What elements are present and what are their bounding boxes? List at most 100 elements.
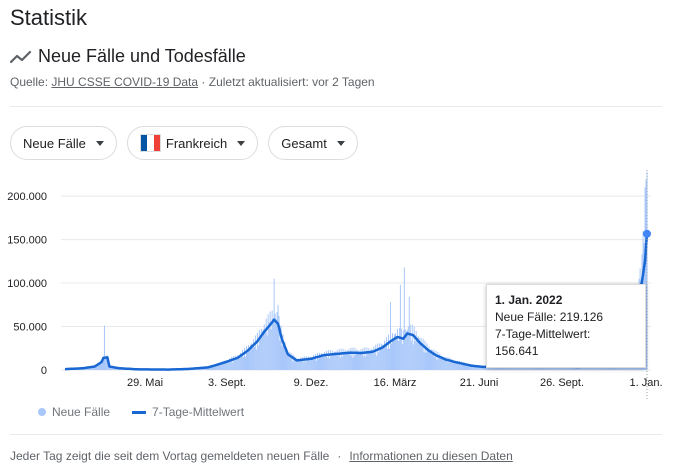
case-bar [304, 356, 306, 370]
case-bar [452, 359, 454, 370]
case-bar [306, 356, 308, 370]
case-bar [217, 364, 219, 370]
update-status: · Zuletzt aktualisiert: vor 2 Tagen [198, 75, 375, 89]
case-bar [307, 360, 309, 370]
case-bar [455, 360, 457, 370]
case-bar [265, 318, 267, 370]
case-bar [388, 334, 390, 370]
case-bar [461, 361, 463, 370]
case-bar [392, 338, 394, 370]
case-bar [96, 364, 98, 370]
case-bar [364, 347, 366, 370]
case-bar [257, 345, 259, 370]
case-bar [218, 362, 220, 370]
case-bar [238, 355, 240, 370]
case-bar [99, 364, 101, 370]
metric-dropdown[interactable]: Neue Fälle [10, 126, 117, 160]
case-bar [333, 351, 335, 370]
case-bar [267, 314, 269, 370]
case-bar [463, 362, 465, 370]
x-tick-label: 9. Dez. [294, 377, 329, 389]
case-bar [399, 284, 401, 370]
y-tick-label: 50.000 [13, 322, 47, 334]
case-bar [282, 334, 284, 370]
case-bar [113, 367, 115, 370]
case-bar [324, 355, 326, 370]
footer-divider [10, 434, 662, 435]
case-bar [412, 344, 414, 370]
case-bar [293, 354, 295, 370]
case-bar [260, 328, 262, 370]
case-bar [221, 364, 223, 370]
case-bar [593, 366, 595, 370]
case-bar [470, 366, 472, 370]
case-bar [478, 365, 480, 370]
case-bar [370, 349, 372, 370]
case-bar [276, 312, 278, 370]
case-bar [485, 367, 487, 370]
case-bar [410, 340, 412, 370]
y-tick-label: 200.000 [7, 191, 47, 203]
case-bar [444, 356, 446, 370]
case-bar [573, 366, 575, 370]
case-bar [361, 354, 363, 370]
case-bar [459, 361, 461, 370]
case-bar [362, 347, 364, 370]
case-bar [318, 358, 320, 370]
case-bar [384, 340, 386, 370]
case-bar [319, 352, 321, 370]
case-bar [420, 337, 422, 370]
case-bar [239, 355, 241, 370]
case-bar [359, 352, 361, 370]
y-tick-label: 150.000 [7, 235, 47, 247]
range-dropdown[interactable]: Gesamt [268, 126, 358, 160]
case-bar [578, 367, 580, 370]
case-bar [448, 357, 450, 370]
case-bar [266, 335, 268, 370]
case-bar [338, 348, 340, 370]
case-bar [404, 329, 406, 370]
case-bar [247, 345, 249, 370]
case-bar [481, 367, 483, 370]
legend-average-swatch [132, 410, 147, 414]
case-bar [94, 366, 96, 370]
case-bar [230, 361, 232, 370]
case-bar [330, 356, 332, 370]
case-bar [290, 358, 292, 370]
case-bar [474, 366, 476, 370]
case-bar [325, 350, 327, 370]
case-bar [443, 357, 445, 370]
country-dropdown[interactable]: Frankreich [126, 126, 259, 160]
case-bar [386, 337, 388, 370]
case-bar [350, 355, 352, 370]
case-bar [263, 324, 265, 370]
case-bar [476, 366, 478, 370]
case-bar [369, 350, 371, 370]
case-bar [250, 343, 252, 370]
case-bar [414, 341, 416, 370]
case-bar [224, 360, 226, 370]
case-bar [394, 333, 396, 370]
case-bar [434, 356, 436, 370]
country-dropdown-label: Frankreich [165, 135, 228, 151]
case-bar [86, 367, 88, 370]
case-bar [249, 344, 251, 370]
case-bar [372, 351, 374, 370]
case-bar [574, 366, 576, 370]
case-bar [316, 360, 318, 370]
source-link[interactable]: JHU CSSE COVID-19 Data [51, 75, 199, 89]
case-bar [311, 356, 313, 370]
data-info-link[interactable]: Informationen zu diesen Daten [349, 449, 513, 463]
case-bar [449, 362, 451, 370]
case-bar [313, 355, 315, 370]
case-bar [396, 328, 398, 370]
case-bar [248, 348, 250, 370]
case-bar [288, 355, 290, 370]
case-bar [426, 343, 428, 370]
case-bar [340, 348, 342, 370]
case-bar [572, 366, 574, 370]
case-bar [425, 352, 427, 370]
case-bar [358, 350, 360, 370]
case-bar [468, 365, 470, 370]
case-bar [450, 358, 452, 370]
